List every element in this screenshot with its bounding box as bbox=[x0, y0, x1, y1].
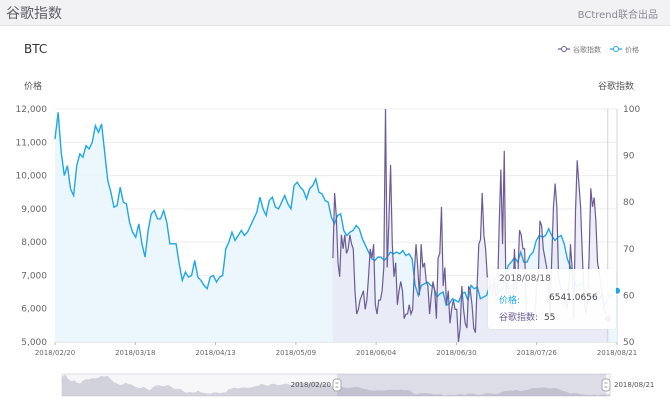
zoom-selected-window bbox=[337, 374, 606, 396]
zoom-handle[interactable] bbox=[332, 378, 342, 392]
chart-tooltip: 2018/08/18 价格: 6541.0656 谷歌指数: 55 bbox=[488, 269, 616, 329]
y-left-tick-label: 6,000 bbox=[21, 305, 47, 315]
x-tick-label: 2018/07/26 bbox=[517, 349, 558, 357]
y-axis-left-title: 价格 bbox=[24, 80, 42, 92]
page-title: 谷歌指数 bbox=[6, 6, 62, 22]
zoom-handle[interactable] bbox=[601, 378, 611, 392]
x-tick-label: 2018/06/04 bbox=[356, 349, 397, 357]
y-left-tick-label: 9,000 bbox=[21, 205, 47, 215]
y-left-tick-label: 12,000 bbox=[16, 105, 48, 115]
x-tick-label: 2018/02/20 bbox=[35, 349, 75, 357]
y-right-tick-label: 60 bbox=[623, 291, 635, 301]
zoom-left-label: 2018/02/20 bbox=[291, 381, 331, 389]
y-left-tick-label: 8,000 bbox=[21, 238, 47, 248]
y-left-tick-label: 5,000 bbox=[21, 338, 47, 348]
y-left-tick-label: 10,000 bbox=[16, 172, 48, 182]
tooltip-index-row: 谷歌指数: 55 bbox=[499, 313, 556, 323]
y-right-tick-label: 90 bbox=[623, 152, 635, 162]
y-left-tick-label: 11,000 bbox=[16, 138, 48, 148]
x-tick-label: 2018/04/13 bbox=[195, 349, 235, 357]
tooltip-index-label: 谷歌指数 bbox=[499, 313, 536, 323]
y-left-tick-label: 7,000 bbox=[21, 271, 47, 281]
tooltip-date: 2018/08/18 bbox=[499, 274, 551, 284]
chart-title: BTC bbox=[24, 42, 47, 56]
brand-credit: BCtrend联合出品 bbox=[577, 10, 658, 21]
tooltip-price-row: 价格: 6541.0656 bbox=[499, 293, 598, 306]
x-tick-label: 2018/06/30 bbox=[436, 349, 476, 357]
y-right-tick-label: 50 bbox=[623, 338, 635, 348]
legend-item: 谷歌指数 bbox=[573, 45, 601, 54]
y-right-tick-label: 70 bbox=[623, 245, 635, 255]
header-bar: 谷歌指数 BCtrend联合出品 bbox=[0, 0, 670, 26]
tooltip-index-value: 55 bbox=[543, 313, 556, 323]
y-right-tick-label: 100 bbox=[623, 105, 640, 115]
y-axis-right-title: 谷歌指数 bbox=[598, 80, 634, 92]
x-tick-label: 2018/05/09 bbox=[276, 349, 316, 357]
tooltip-price-label: 价格 bbox=[499, 296, 518, 306]
x-tick-label: 2018/03/18 bbox=[115, 349, 155, 357]
tooltip-price-value: 6541.0656 bbox=[549, 293, 598, 303]
legend-swatch-dot bbox=[561, 46, 567, 52]
chart-card: BTC 谷歌指数 价格 价格 谷歌指数 5,000 6,000 7,000 8,000 9,000… bbox=[0, 26, 670, 418]
legend-item: 价格 bbox=[625, 45, 639, 54]
y-right-tick-label: 80 bbox=[623, 198, 635, 208]
zoom-right-label: 2018/08/21 bbox=[614, 381, 654, 389]
zoom-mini-area bbox=[62, 374, 610, 396]
legend-swatch-dot bbox=[613, 46, 619, 52]
x-tick-label: 2018/08/21 bbox=[597, 349, 637, 357]
